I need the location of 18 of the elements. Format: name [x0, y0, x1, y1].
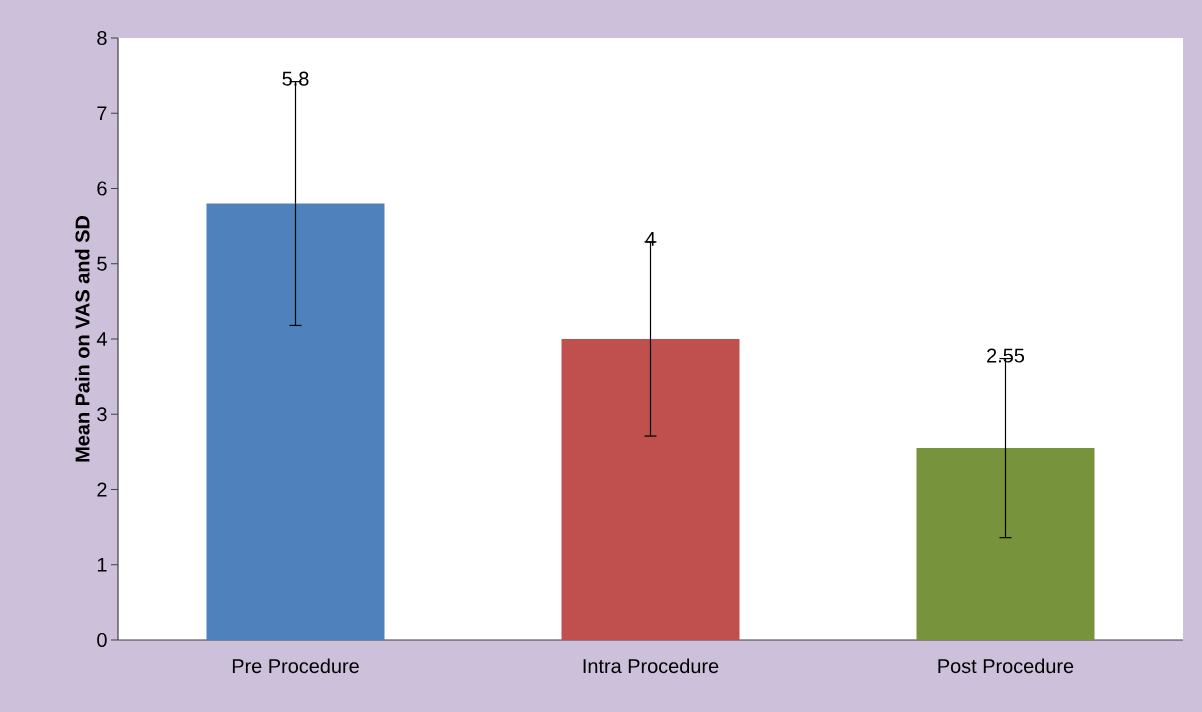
bar — [206, 203, 385, 640]
bar — [561, 338, 740, 640]
y-tick-label: 7 — [97, 106, 107, 121]
y-tick-label: 3 — [97, 407, 107, 422]
y-tick-label: 1 — [97, 557, 107, 572]
y-tick-label: 0 — [97, 632, 107, 648]
y-tick-label: 2 — [97, 482, 107, 497]
y-axis-title: Mean Pain on VAS and SD — [74, 216, 90, 462]
y-tick-label: 5 — [97, 256, 107, 271]
y-tick-label: 4 — [96, 332, 107, 346]
y-tick-label: 6 — [97, 181, 107, 196]
x-tick-label: Post Procedure — [938, 658, 1074, 674]
bar — [916, 448, 1095, 640]
x-tick-label: Pre Procedure — [232, 658, 359, 674]
annotation: 2.55 — [987, 348, 1025, 363]
y-tick-label: 8 — [97, 30, 107, 46]
x-tick-label: Intra Procedure — [583, 658, 719, 674]
annotation: 5.8 — [282, 71, 309, 86]
